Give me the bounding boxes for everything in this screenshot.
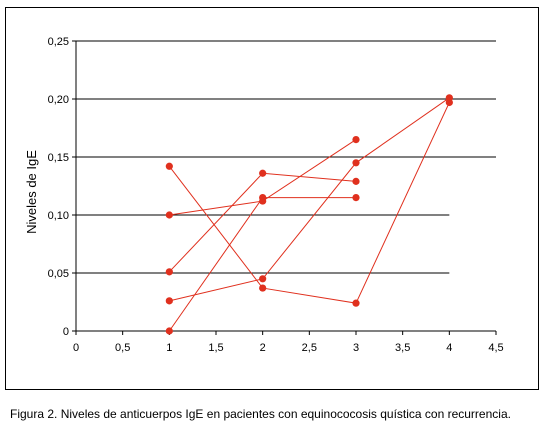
data-point [259,169,267,177]
y-tick-label: 0,25 [48,36,69,48]
grid-lines [76,40,496,274]
data-point [165,211,173,219]
x-tick-label: 0 [73,342,79,354]
series-line [168,102,450,304]
x-tick-label: 1,5 [208,342,223,354]
y-tick-label: 0 [63,326,69,338]
figure-caption: Figura 2. Niveles de anticuerpos IgE en … [10,407,511,421]
series-line [168,197,356,332]
y-tick-label: 0,10 [48,210,69,222]
data-point [259,275,267,283]
x-tick-label: 1 [166,342,172,354]
data-point [352,299,360,307]
series-line [168,172,357,273]
data-point [445,94,453,102]
x-tick-label: 2 [260,342,266,354]
data-point [259,284,267,292]
x-tick-label: 4 [446,342,452,354]
data-point [352,194,360,202]
tick-labels: 0 0,05 0,10 0,15 0,20 0,25 0 0,5 1 1,5 2 2,5 3 3,5 4 4,… [48,36,504,354]
y-tick-label: 0,05 [48,268,69,280]
x-tick-label: 0,5 [115,342,130,354]
data-point [352,177,360,185]
x-tick-label: 4,5 [488,342,503,354]
chart-frame: 0 0,05 0,10 0,15 0,20 0,25 0 0,5 1 1,5 2 2,5 3 3,5 4 4,… [5,7,539,390]
data-point [352,159,360,167]
data-point [165,327,173,335]
data-point [165,297,173,305]
x-tick-label: 3 [353,342,359,354]
y-axis-label: Niveles de IgE [24,150,39,234]
y-tick-label: 0,20 [48,94,69,106]
y-tick-label: 0,15 [48,152,69,164]
data-series [165,94,453,335]
line-chart: 0 0,05 0,10 0,15 0,20 0,25 0 0,5 1 1,5 2 2,5 3 3,5 4 4,… [24,36,504,354]
data-point [165,162,173,170]
data-point [165,268,173,276]
axes [72,40,497,335]
x-tick-label: 3,5 [395,342,410,354]
series-line [169,97,450,302]
data-point [259,194,267,202]
data-point [352,136,360,144]
x-tick-label: 2,5 [302,342,317,354]
